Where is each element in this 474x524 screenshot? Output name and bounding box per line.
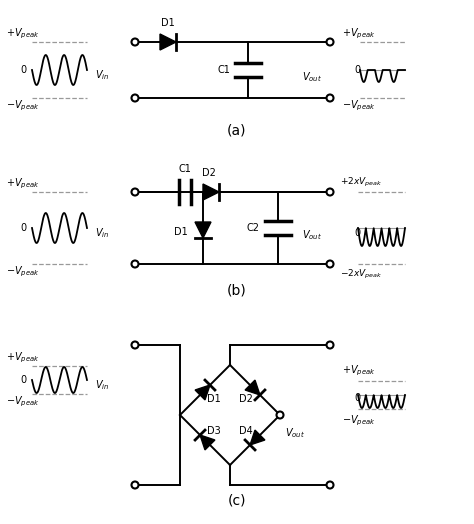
Circle shape xyxy=(327,38,334,46)
Text: 0: 0 xyxy=(354,393,360,403)
Polygon shape xyxy=(195,222,211,238)
Circle shape xyxy=(131,38,138,46)
Text: $+V_{peak}$: $+V_{peak}$ xyxy=(6,351,40,365)
Text: $-V_{peak}$: $-V_{peak}$ xyxy=(342,414,376,428)
Circle shape xyxy=(327,482,334,488)
Text: D4: D4 xyxy=(239,426,253,436)
Text: 0: 0 xyxy=(354,65,360,75)
Text: 0: 0 xyxy=(20,65,26,75)
Text: $-V_{peak}$: $-V_{peak}$ xyxy=(6,265,40,279)
Text: $V_{in}$: $V_{in}$ xyxy=(95,378,109,392)
Text: $V_{in}$: $V_{in}$ xyxy=(95,68,109,82)
Text: (a): (a) xyxy=(227,123,247,137)
Text: C1: C1 xyxy=(217,65,230,75)
Polygon shape xyxy=(250,430,265,445)
Text: (c): (c) xyxy=(228,493,246,507)
Text: $V_{out}$: $V_{out}$ xyxy=(285,426,305,440)
Polygon shape xyxy=(200,435,215,450)
Text: $-V_{peak}$: $-V_{peak}$ xyxy=(6,395,40,409)
Text: $-V_{peak}$: $-V_{peak}$ xyxy=(342,99,376,113)
Circle shape xyxy=(327,342,334,348)
Circle shape xyxy=(327,94,334,102)
Text: $+ 2xV_{peak}$: $+ 2xV_{peak}$ xyxy=(340,176,383,189)
Text: D2: D2 xyxy=(239,394,253,404)
Polygon shape xyxy=(160,34,176,50)
Text: $+V_{peak}$: $+V_{peak}$ xyxy=(342,27,376,41)
Polygon shape xyxy=(203,184,219,200)
Text: 0: 0 xyxy=(20,375,26,385)
Text: D3: D3 xyxy=(207,426,221,436)
Circle shape xyxy=(327,189,334,195)
Polygon shape xyxy=(195,385,210,400)
Text: $+V_{peak}$: $+V_{peak}$ xyxy=(6,27,40,41)
Text: $V_{out}$: $V_{out}$ xyxy=(302,228,322,242)
Text: 0: 0 xyxy=(354,228,360,238)
Circle shape xyxy=(276,411,283,419)
Text: 0: 0 xyxy=(20,223,26,233)
Text: $+V_{peak}$: $+V_{peak}$ xyxy=(6,177,40,191)
Circle shape xyxy=(131,342,138,348)
Circle shape xyxy=(131,482,138,488)
Text: (b): (b) xyxy=(227,283,247,297)
Text: C2: C2 xyxy=(247,223,260,233)
Text: $-V_{peak}$: $-V_{peak}$ xyxy=(6,99,40,113)
Text: $V_{out}$: $V_{out}$ xyxy=(302,70,322,84)
Text: D1: D1 xyxy=(161,18,175,28)
Text: D1: D1 xyxy=(207,394,221,404)
Circle shape xyxy=(131,189,138,195)
Text: $V_{in}$: $V_{in}$ xyxy=(95,226,109,240)
Circle shape xyxy=(131,94,138,102)
Text: C1: C1 xyxy=(179,164,191,174)
Text: D2: D2 xyxy=(202,168,216,178)
Polygon shape xyxy=(245,380,260,395)
Text: $+V_{peak}$: $+V_{peak}$ xyxy=(342,364,376,378)
Text: D1: D1 xyxy=(174,227,188,237)
Text: $- 2xV_{peak}$: $- 2xV_{peak}$ xyxy=(340,267,383,280)
Circle shape xyxy=(327,260,334,267)
Circle shape xyxy=(131,260,138,267)
